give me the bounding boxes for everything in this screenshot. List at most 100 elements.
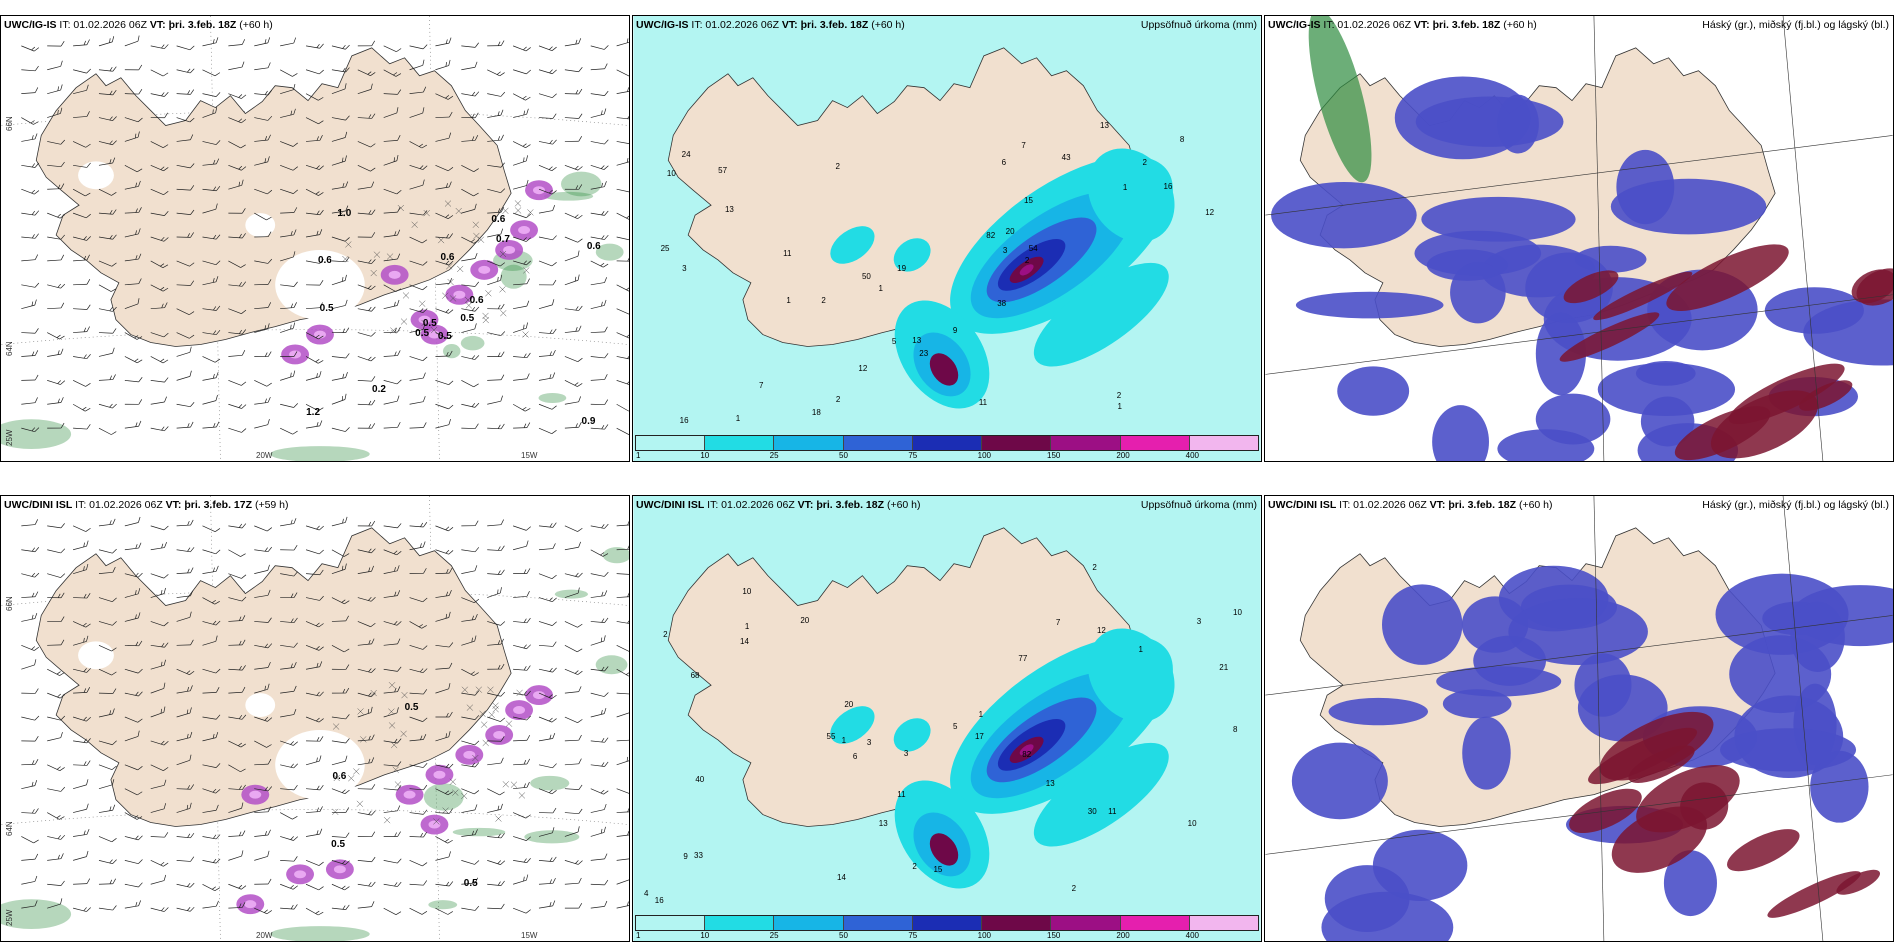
wind-barb-icon — [461, 597, 480, 604]
wind-barb-icon — [176, 882, 195, 888]
precip-value-label: 7 — [758, 380, 764, 390]
wind-barb-icon — [176, 707, 192, 718]
wind-barb-icon — [176, 260, 195, 267]
wind-barb-icon — [124, 117, 143, 123]
wind-barb-icon — [254, 258, 273, 264]
wind-barb-icon — [590, 617, 609, 623]
wind-barb-icon — [150, 573, 169, 579]
wind-barb-icon — [228, 403, 247, 409]
wind-barb-icon — [487, 423, 505, 430]
wind-barb-icon — [73, 68, 91, 74]
wind-barb-icon — [435, 111, 453, 118]
wind-barb-icon — [21, 780, 38, 790]
wind-barb-icon — [124, 835, 143, 841]
wind-barb-icon — [538, 543, 556, 551]
wind-barb-icon — [461, 281, 480, 287]
wind-barb-icon — [538, 403, 557, 410]
wind-barb-icon — [461, 42, 479, 48]
wind-barb-icon — [513, 373, 530, 381]
wind-barb-icon — [409, 763, 428, 768]
wind-barb-icon — [124, 788, 143, 796]
mid-cloud-area — [1442, 689, 1512, 719]
wind-barb-icon — [280, 83, 296, 94]
wind-barb-icon — [409, 44, 428, 50]
wind-barb-icon — [228, 830, 246, 837]
wind-barb-icon — [280, 403, 299, 408]
wind-barb-icon — [383, 785, 402, 791]
init-time: IT: 01.02.2026 06Z — [691, 19, 779, 31]
wind-barb-icon — [383, 206, 401, 214]
wind-barb-icon — [616, 668, 629, 677]
mid-cloud-area — [1414, 230, 1542, 276]
wind-barb-icon — [590, 299, 607, 310]
wind-barb-icon — [254, 662, 271, 670]
wind-barb-icon — [409, 284, 428, 291]
wind-barb-icon — [47, 139, 66, 145]
green-snow-area — [560, 171, 602, 197]
wind-barb-icon — [461, 905, 480, 911]
wind-barb-icon — [305, 645, 324, 651]
high-cloud-area — [1559, 312, 1660, 362]
precip-value-label: 30 — [1087, 806, 1097, 816]
green-snow-area — [423, 783, 464, 811]
wind-barb-icon — [513, 300, 530, 310]
lead-time: (+60 h) — [1503, 19, 1537, 31]
snow-depth-label: 0.6 — [586, 241, 601, 253]
legend-tick: 1 — [636, 451, 641, 460]
wind-barb-icon — [73, 304, 91, 310]
wind-barb-icon — [383, 620, 402, 626]
wind-barb-icon — [331, 155, 347, 166]
precip-value-label: 10 — [666, 169, 676, 179]
legend-tick: 200 — [1116, 451, 1130, 460]
precip-value-label: 21 — [1219, 663, 1229, 673]
green-snow-area — [554, 589, 589, 599]
wind-barb-icon — [487, 109, 504, 118]
wind-barb-icon — [590, 788, 609, 795]
wind-barb-icon — [21, 853, 39, 861]
wind-barb-icon — [487, 69, 505, 77]
wind-barb-icon — [435, 212, 454, 220]
legend-tick: 150 — [1047, 451, 1061, 460]
wind-barb-icon — [202, 763, 221, 768]
wind-barb-icon — [331, 115, 350, 121]
wind-barb-icon — [590, 666, 609, 672]
wind-barb-icon — [176, 209, 195, 215]
wind-barb-icon — [590, 234, 609, 240]
wind-barb-icon — [21, 808, 39, 814]
precip-value-label: 1 — [735, 413, 741, 423]
wind-barb-icon — [202, 635, 218, 646]
snow-patch — [78, 161, 114, 190]
mid-cloud-area — [1640, 396, 1695, 447]
precip-value-label: 11 — [783, 248, 792, 258]
wind-barb-icon — [47, 283, 66, 289]
precip-value-label: 15 — [1024, 196, 1033, 206]
wind-barb-icon — [228, 902, 246, 909]
wind-barb-icon — [357, 856, 376, 863]
wind-barb-icon — [616, 756, 629, 766]
wind-barb-icon — [461, 547, 480, 553]
precip-cell-core — [294, 870, 307, 879]
wind-barb-icon — [202, 92, 221, 97]
wind-barb-icon — [98, 36, 115, 47]
green-snow-area — [1, 419, 72, 450]
mid-cloud-area — [1432, 405, 1489, 461]
snow-depth-label: 0.9 — [581, 416, 596, 427]
wind-barb-icon — [98, 836, 117, 843]
wind-barb-icon — [461, 740, 480, 746]
wind-barb-icon — [98, 518, 116, 527]
wind-barb-icon — [150, 587, 166, 598]
wind-barb-icon — [202, 234, 221, 240]
wind-barb-icon — [254, 643, 273, 649]
wind-barb-icon — [487, 40, 505, 47]
wind-barb-icon — [357, 232, 376, 238]
wind-barb-icon — [435, 260, 454, 266]
wind-barb-icon — [124, 180, 141, 190]
wind-barb-icon — [47, 616, 65, 622]
wind-barb-icon — [228, 665, 246, 671]
wind-barb-icon — [331, 427, 350, 432]
wind-barb-icon — [202, 203, 218, 214]
precip-value-label: 1 — [1122, 182, 1128, 192]
wind-barb-icon — [254, 829, 271, 837]
wind-barb-icon — [538, 113, 557, 119]
wind-barb-icon — [616, 901, 629, 909]
